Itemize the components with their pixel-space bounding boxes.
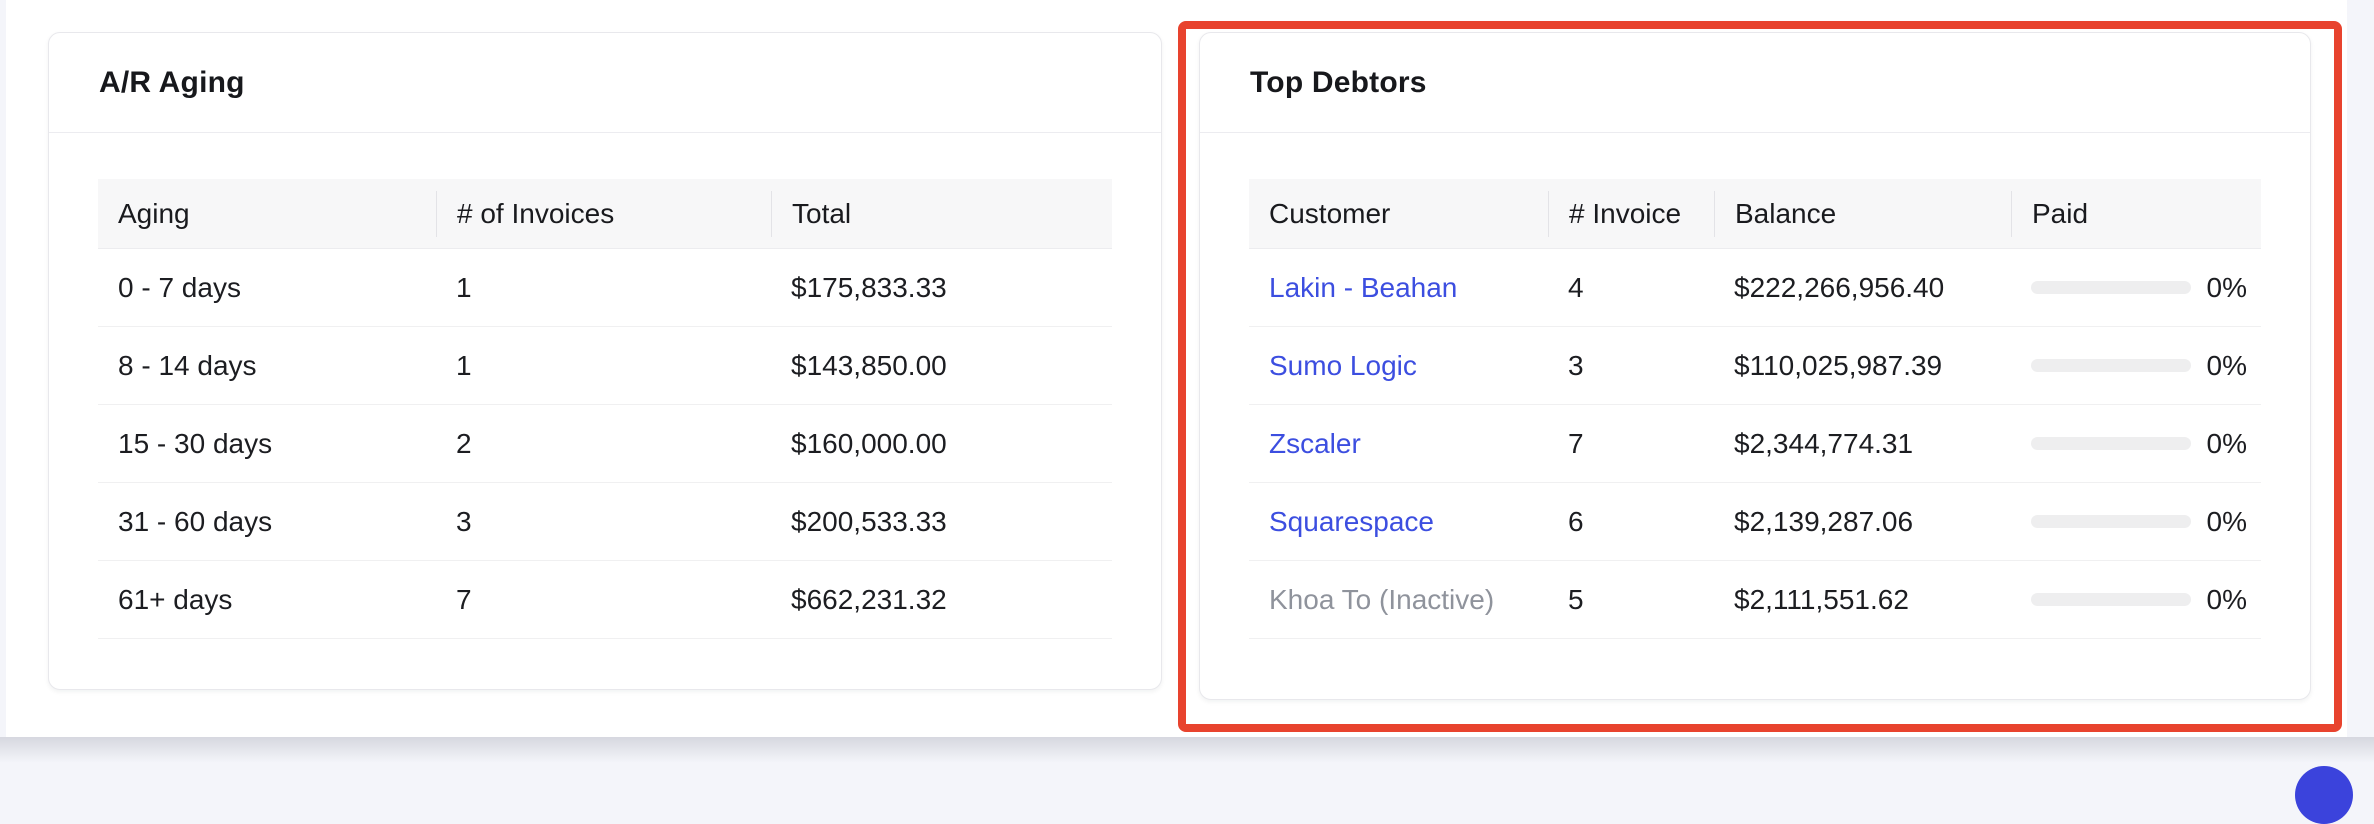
top-debtors-table-header: Customer # Invoice Balance Paid <box>1249 179 2261 249</box>
ar-aging-card-body: Aging # of Invoices Total 0 - 7 days 1 $17… <box>49 133 1161 639</box>
table-row: 15 - 30 days 2 $160,000.00 <box>98 405 1112 483</box>
invoice-count-cell: 4 <box>1568 271 1584 303</box>
column-header-customer: Customer <box>1269 197 1391 229</box>
table-row: Lakin - Beahan 4 $222,266,956.40 0% <box>1249 249 2261 327</box>
table-row: Squarespace 6 $2,139,287.06 0% <box>1249 483 2261 561</box>
top-debtors-card: Top Debtors Customer # Invoice Balance P… <box>1199 32 2311 700</box>
balance-amount-cell: $2,344,774.31 <box>1734 427 1914 459</box>
table-row: 0 - 7 days 1 $175,833.33 <box>98 249 1112 327</box>
paid-progress-bar <box>2031 593 2191 606</box>
top-debtors-table-body: Lakin - Beahan 4 $222,266,956.40 0% Sumo Log… <box>1249 249 2261 639</box>
column-header-paid: Paid <box>2011 190 2261 237</box>
column-header-invoice: # Invoice <box>1548 190 1714 237</box>
invoice-count-cell: 3 <box>1568 349 1584 381</box>
total-amount-cell: $175,833.33 <box>791 271 947 303</box>
paid-cell: 0% <box>2011 584 2261 616</box>
paid-progress-bar <box>2031 515 2191 528</box>
table-row: Zscaler 7 $2,344,774.31 0% <box>1249 405 2261 483</box>
table-row: 31 - 60 days 3 $200,533.33 <box>98 483 1112 561</box>
ar-aging-title: A/R Aging <box>99 65 245 99</box>
paid-percent-label: 0% <box>2206 427 2247 459</box>
balance-amount-cell: $222,266,956.40 <box>1734 271 1945 303</box>
customer-link[interactable]: Zscaler <box>1269 427 1361 459</box>
invoice-count-cell: 2 <box>456 427 472 459</box>
paid-cell: 0% <box>2011 506 2261 538</box>
paid-cell: 0% <box>2011 272 2261 304</box>
invoice-count-cell: 7 <box>1568 427 1584 459</box>
paid-percent-label: 0% <box>2206 583 2247 615</box>
customer-link[interactable]: Lakin - Beahan <box>1269 271 1458 303</box>
invoice-count-cell: 6 <box>1568 505 1584 537</box>
paid-progress-bar <box>2031 437 2191 450</box>
total-amount-cell: $160,000.00 <box>791 427 947 459</box>
paid-cell: 0% <box>2011 350 2261 382</box>
paid-percent-label: 0% <box>2206 349 2247 381</box>
ar-aging-card-header: A/R Aging <box>49 33 1161 133</box>
ar-aging-table-header: Aging # of Invoices Total <box>98 179 1112 249</box>
paid-progress-bar <box>2031 281 2191 294</box>
aging-bucket-cell: 0 - 7 days <box>118 271 241 303</box>
table-row: Sumo Logic 3 $110,025,987.39 0% <box>1249 327 2261 405</box>
column-header-balance: Balance <box>1714 190 2011 237</box>
column-header-total: Total <box>771 190 1112 237</box>
paid-percent-label: 0% <box>2206 271 2247 303</box>
invoice-count-cell: 5 <box>1568 583 1584 615</box>
top-debtors-title: Top Debtors <box>1250 65 1427 99</box>
table-row: 61+ days 7 $662,231.32 <box>98 561 1112 639</box>
invoice-count-cell: 3 <box>456 505 472 537</box>
paid-progress-bar <box>2031 359 2191 372</box>
customer-link[interactable]: Squarespace <box>1269 505 1435 537</box>
aging-bucket-cell: 15 - 30 days <box>118 427 273 459</box>
top-debtors-card-body: Customer # Invoice Balance Paid Lakin - … <box>1200 133 2310 639</box>
ar-aging-card: A/R Aging Aging # of Invoices Total 0 - … <box>48 32 1162 690</box>
column-header-aging: Aging <box>118 197 190 229</box>
aging-bucket-cell: 61+ days <box>118 583 233 615</box>
balance-amount-cell: $2,111,551.62 <box>1734 583 1909 615</box>
paid-cell: 0% <box>2011 428 2261 460</box>
aging-bucket-cell: 8 - 14 days <box>118 349 257 381</box>
ar-aging-table-body: 0 - 7 days 1 $175,833.33 8 - 14 days 1 $143,8… <box>98 249 1112 639</box>
main-content-panel: A/R Aging Aging # of Invoices Total 0 - … <box>6 0 2347 737</box>
total-amount-cell: $200,533.33 <box>791 505 947 537</box>
top-debtors-table: Customer # Invoice Balance Paid Lakin - … <box>1249 179 2261 639</box>
paid-percent-label: 0% <box>2206 505 2247 537</box>
aging-bucket-cell: 31 - 60 days <box>118 505 273 537</box>
invoice-count-cell: 1 <box>456 349 472 381</box>
column-header-num-invoices: # of Invoices <box>436 190 771 237</box>
invoice-count-cell: 7 <box>456 583 472 615</box>
top-debtors-card-header: Top Debtors <box>1200 33 2310 133</box>
customer-name-inactive: Khoa To (Inactive) <box>1269 583 1495 615</box>
table-row: Khoa To (Inactive) 5 $2,111,551.62 0% <box>1249 561 2261 639</box>
total-amount-cell: $143,850.00 <box>791 349 947 381</box>
ar-aging-table: Aging # of Invoices Total 0 - 7 days 1 $17… <box>98 179 1112 639</box>
total-amount-cell: $662,231.32 <box>791 583 947 615</box>
table-row: 8 - 14 days 1 $143,850.00 <box>98 327 1112 405</box>
panel-bottom-shadow <box>0 737 2374 763</box>
fab-button[interactable] <box>2295 766 2353 824</box>
customer-link[interactable]: Sumo Logic <box>1269 349 1417 381</box>
balance-amount-cell: $110,025,987.39 <box>1734 349 1943 381</box>
invoice-count-cell: 1 <box>456 271 472 303</box>
balance-amount-cell: $2,139,287.06 <box>1734 505 1914 537</box>
